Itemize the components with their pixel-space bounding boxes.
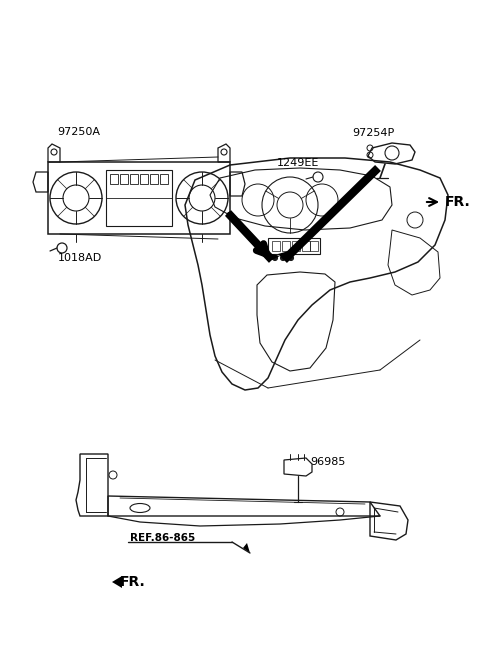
Circle shape bbox=[273, 255, 277, 261]
Polygon shape bbox=[278, 250, 292, 260]
Bar bbox=[48, 162, 230, 234]
Polygon shape bbox=[264, 252, 280, 260]
Bar bbox=[268, 238, 320, 254]
Bar bbox=[160, 174, 168, 184]
Text: 97250A: 97250A bbox=[57, 127, 100, 137]
Bar bbox=[282, 241, 290, 251]
Text: FR.: FR. bbox=[445, 195, 471, 209]
Polygon shape bbox=[112, 576, 122, 588]
Bar bbox=[106, 170, 172, 226]
Bar bbox=[292, 241, 300, 251]
Text: 1249EE: 1249EE bbox=[277, 158, 319, 168]
Bar bbox=[130, 174, 138, 184]
Bar bbox=[302, 241, 310, 251]
Text: 1018AD: 1018AD bbox=[58, 253, 102, 263]
Bar bbox=[150, 174, 158, 184]
Circle shape bbox=[288, 255, 293, 261]
Bar bbox=[310, 241, 318, 251]
Polygon shape bbox=[243, 543, 250, 553]
Bar bbox=[110, 174, 118, 184]
Text: FR.: FR. bbox=[120, 575, 146, 589]
Text: REF.86-865: REF.86-865 bbox=[130, 533, 195, 543]
Text: 97254P: 97254P bbox=[352, 128, 394, 138]
Bar bbox=[272, 241, 280, 251]
Text: 96985: 96985 bbox=[310, 457, 346, 467]
Bar bbox=[140, 174, 148, 184]
Circle shape bbox=[280, 255, 286, 261]
Bar bbox=[120, 174, 128, 184]
